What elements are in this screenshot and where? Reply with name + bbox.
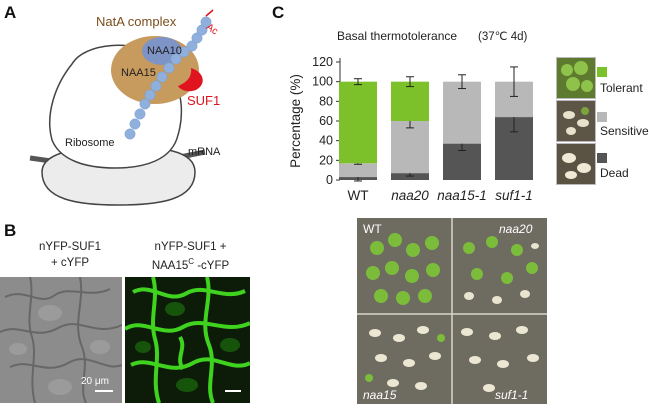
- bar-tolerant-0: [339, 81, 377, 164]
- bar-tolerant-1: [391, 81, 429, 121]
- y-axis-label: Percentage (%): [288, 74, 303, 168]
- sensitive-seedling-thumbnail: [556, 100, 596, 142]
- y-tick-label: 40: [319, 134, 333, 148]
- bifc-left-title-line1: nYFP-SUF1: [39, 241, 101, 253]
- ribosome-label: Ribosome: [65, 137, 115, 149]
- bifc-right-title-line1: nYFP-SUF1 +: [154, 241, 227, 253]
- x-tick-label-0: WT: [348, 188, 369, 203]
- natA-ribosome-diagram: [29, 9, 214, 206]
- bar-sensitive-0: [339, 163, 377, 178]
- legend-dead-label: Dead: [600, 166, 629, 180]
- tolerant-seedling-thumbnail: [556, 57, 596, 99]
- bifc-right-title-line2: NAA15C -cYFP: [151, 257, 230, 272]
- dead-seedling-thumbnail: [556, 143, 596, 185]
- bar-sensitive-2: [443, 81, 481, 144]
- y-tick-label: 20: [319, 153, 333, 167]
- legend-tolerant-label: Tolerant: [600, 81, 643, 95]
- chart-title: Basal thermotolerance: [337, 29, 458, 43]
- panel-a-letter: A: [4, 3, 17, 22]
- seedling-plate-photo: WT naa20 naa15 suf1-1: [357, 218, 547, 404]
- panel-b-letter: B: [4, 221, 17, 240]
- x-tick-label-2: naa15-1: [437, 188, 487, 203]
- naa15-label: NAA15: [121, 67, 156, 79]
- bifc-negative-micrograph: 20 μm: [0, 277, 122, 403]
- x-tick-label-3: suf1-1: [495, 188, 533, 203]
- acetyl-tag: [205, 9, 214, 17]
- legend-dead-swatch: [597, 153, 607, 163]
- photo-label-naa15: naa15: [363, 388, 397, 402]
- legend-sensitive-label: Sensitive: [600, 124, 649, 138]
- y-tick-label: 0: [326, 173, 333, 187]
- legend-sensitive-swatch: [597, 112, 607, 122]
- natA-complex-label: NatA complex: [96, 14, 177, 29]
- y-tick-label: 100: [312, 75, 333, 89]
- scale-bar-label: 20 μm: [81, 376, 109, 387]
- thermotolerance-chart: 0 20 40 60 80 100 120 Percentage (%) WT naa20 naa1…: [288, 55, 533, 203]
- x-tick-label-1: naa20: [391, 188, 429, 203]
- nascent-chain: [124, 16, 212, 140]
- naa10-label: NAA10: [147, 45, 182, 57]
- y-tick-label: 60: [319, 114, 333, 128]
- bar-sensitive-1: [391, 121, 429, 174]
- suf1-protein: [178, 68, 203, 92]
- photo-label-wt: WT: [363, 222, 382, 236]
- photo-label-suf1: suf1-1: [495, 388, 529, 402]
- suf1-label: SUF1: [187, 93, 221, 108]
- y-tick-label: 80: [319, 94, 333, 108]
- mrna-label: mRNA: [188, 146, 221, 158]
- chart-subtitle: (37℃ 4d): [478, 31, 528, 43]
- bifc-left-title-line2: + cYFP: [50, 257, 90, 269]
- photo-label-naa20: naa20: [499, 222, 533, 236]
- panel-c-letter: C: [272, 3, 285, 22]
- bifc-positive-micrograph: [125, 277, 250, 403]
- legend-tolerant-swatch: [597, 67, 607, 77]
- y-tick-label: 120: [312, 55, 333, 69]
